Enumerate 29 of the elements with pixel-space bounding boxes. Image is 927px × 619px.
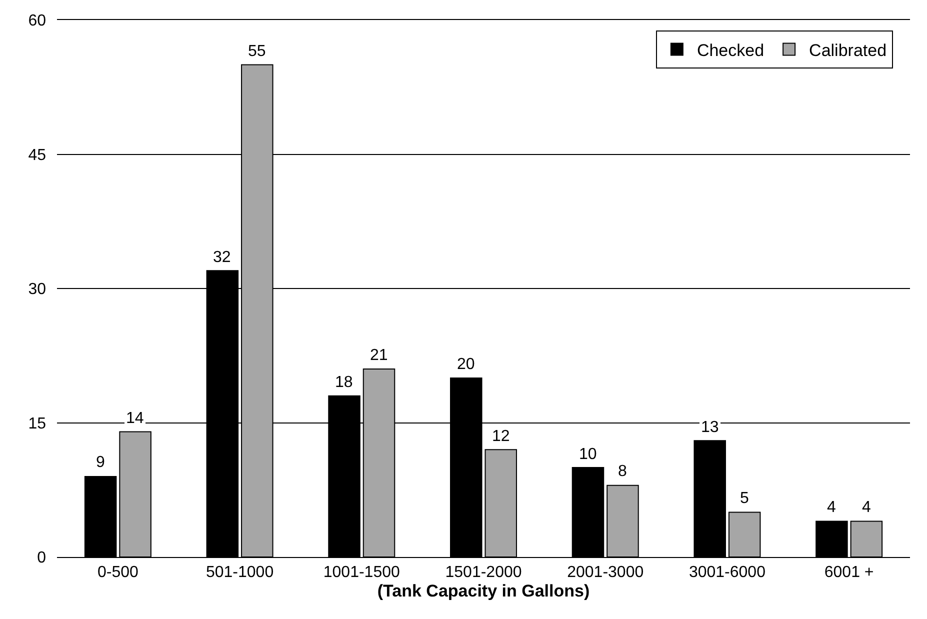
x-tick-label: 1501-2000 xyxy=(445,564,522,582)
y-tick-label: 45 xyxy=(28,146,46,164)
x-tick-label: 0-500 xyxy=(97,564,138,582)
x-tick-label: 501-1000 xyxy=(206,564,274,582)
data-label: 4 xyxy=(862,499,871,516)
x-tick-label: 6001 + xyxy=(824,564,874,582)
data-label: 4 xyxy=(827,499,836,516)
y-tick-label: 0 xyxy=(37,550,46,567)
data-label: 9 xyxy=(96,454,105,471)
x-axis-title: (Tank Capacity in Gallons) xyxy=(377,582,590,601)
data-label: 32 xyxy=(213,249,231,266)
data-label: 8 xyxy=(618,463,627,480)
data-label: 20 xyxy=(457,356,475,373)
data-label: 5 xyxy=(740,490,749,507)
data-label: 55 xyxy=(248,43,266,60)
data-label: 12 xyxy=(492,428,510,445)
x-tick-label: 1001-1500 xyxy=(323,564,400,582)
data-label: 21 xyxy=(370,347,388,364)
y-tick-label: 60 xyxy=(28,12,46,30)
legend-label: Checked xyxy=(696,40,764,60)
data-label: 14 xyxy=(126,410,144,427)
y-tick-label: 15 xyxy=(28,415,46,432)
data-label: 18 xyxy=(335,374,353,391)
legend-label: Calibrated xyxy=(809,40,887,60)
y-tick-label: 30 xyxy=(28,281,46,298)
data-label: 13 xyxy=(701,419,719,436)
x-tick-label: 2001-3000 xyxy=(567,564,644,582)
data-label: 10 xyxy=(579,446,597,463)
x-tick-label: 3001-6000 xyxy=(688,564,766,582)
